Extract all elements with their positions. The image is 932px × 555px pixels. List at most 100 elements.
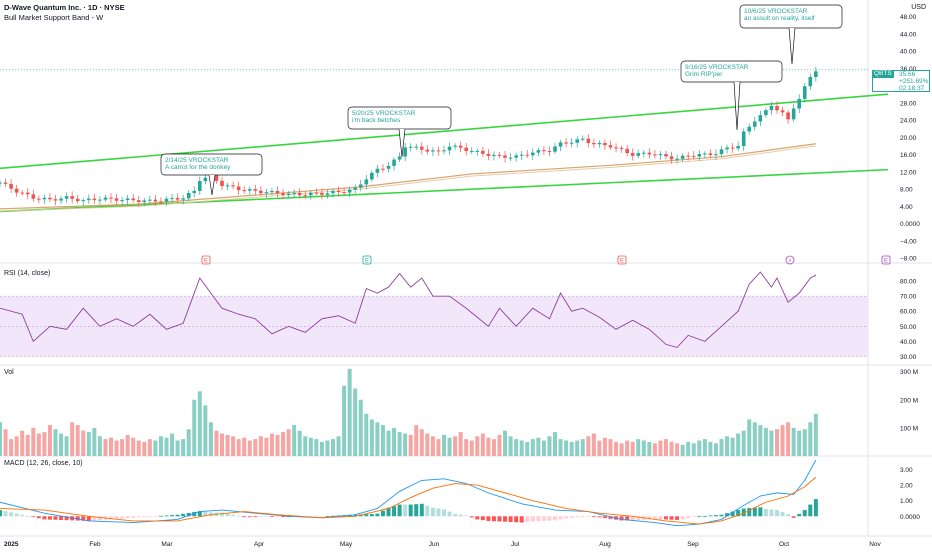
macd-histogram-bar	[802, 510, 807, 517]
macd-histogram-bar	[14, 513, 19, 517]
candle-body	[231, 185, 235, 187]
volume-bar	[758, 425, 763, 456]
macd-histogram-bar	[453, 513, 458, 517]
volume-bar	[486, 437, 491, 456]
volume-bar	[164, 437, 169, 456]
time-axis-label: Jun	[429, 541, 440, 548]
macd-histogram-bar	[430, 507, 435, 517]
macd-histogram-bar	[314, 516, 319, 518]
macd-pane-title[interactable]: MACD (12, 26, close, 10)	[4, 460, 83, 467]
rsi-pane-title[interactable]: RSI (14, close)	[4, 270, 51, 277]
macd-histogram-bar	[231, 514, 236, 517]
macd-histogram-bar	[236, 515, 241, 517]
macd-histogram-bar	[92, 516, 97, 521]
macd-histogram-bar	[469, 516, 474, 518]
candle-body	[697, 154, 702, 157]
macd-histogram-bar	[547, 516, 552, 521]
volume-bar	[708, 441, 713, 456]
macd-histogram-bar	[747, 508, 752, 517]
symbol-title[interactable]: D-Wave Quantum Inc. · 1D · NYSE	[4, 3, 125, 12]
candle-body	[492, 154, 496, 156]
volume-bar	[75, 425, 80, 456]
volume-bar	[747, 419, 752, 456]
candle-body	[220, 180, 224, 187]
candle-body	[336, 190, 341, 193]
volume-bar	[436, 439, 441, 456]
macd-histogram-bar	[503, 516, 508, 522]
volume-bar	[292, 425, 297, 456]
volume-bar	[120, 439, 125, 456]
volume-bar	[386, 430, 391, 456]
macd-histogram-bar	[220, 512, 224, 517]
annotation-date: 5/20/25 VROCKSTAR	[352, 110, 416, 117]
volume-bar	[786, 422, 791, 456]
candle-body	[675, 158, 679, 160]
volume-bar	[575, 440, 580, 456]
macd-histogram-bar	[175, 514, 180, 517]
candle-body	[669, 156, 674, 160]
macd-histogram-bar	[569, 516, 574, 518]
candle-body	[580, 138, 585, 140]
macd-histogram-bar	[686, 516, 691, 519]
volume-bar	[541, 440, 546, 456]
macd-histogram-bar	[652, 516, 657, 520]
candle-body	[431, 150, 435, 152]
macd-histogram-bar	[386, 507, 391, 517]
volume-bar	[225, 434, 230, 456]
volume-bar	[47, 425, 52, 456]
macd-histogram-bar	[319, 516, 324, 518]
candle-body	[214, 174, 219, 181]
volume-bar	[0, 422, 2, 456]
volume-bar	[192, 399, 197, 456]
volume-bar	[691, 443, 696, 456]
volume-bar	[364, 413, 369, 456]
signal-line	[0, 476, 817, 525]
macd-histogram-bar	[186, 512, 191, 517]
candle-body	[664, 154, 668, 157]
rsi-tick-label: 40.00	[900, 339, 917, 346]
macd-histogram-bar	[691, 516, 696, 518]
candle-body	[686, 155, 690, 157]
macd-histogram-bar	[725, 513, 730, 517]
macd-histogram-bar	[586, 516, 591, 518]
rsi-tick-label: 60.00	[900, 309, 917, 316]
candle-body	[769, 105, 774, 111]
candle-body	[198, 181, 202, 191]
candle-body	[225, 185, 230, 187]
price-tick-label: 8.00	[900, 187, 913, 194]
macd-histogram-bar	[397, 504, 402, 517]
candle-body	[802, 86, 807, 99]
candle-body	[0, 182, 2, 184]
candle-body	[525, 154, 530, 156]
volume-bar	[281, 432, 286, 456]
candle-body	[259, 190, 263, 194]
macd-histogram-bar	[325, 516, 330, 517]
candle-body	[109, 197, 113, 199]
indicator-title[interactable]: Bull Market Support Band - W	[4, 13, 104, 22]
volume-bar	[741, 430, 746, 456]
volume-bar	[763, 427, 768, 456]
candle-body	[808, 76, 813, 87]
price-tag-value: 35.66	[899, 71, 916, 78]
volume-bar	[25, 434, 30, 456]
macd-line	[0, 459, 817, 527]
candle-body	[392, 159, 396, 166]
macd-histogram-bar	[197, 511, 202, 517]
candle-body	[3, 182, 8, 184]
macd-histogram-bar	[736, 510, 741, 517]
volume-pane-title[interactable]: Vol	[4, 369, 14, 376]
candle-body	[814, 71, 818, 77]
volume-bar	[125, 434, 130, 456]
bull-band-lower	[0, 145, 816, 212]
volume-bar	[491, 439, 496, 456]
macd-histogram-bar	[636, 516, 641, 521]
candle-body	[325, 193, 330, 195]
macd-histogram-bar	[591, 516, 596, 518]
currency-label: USD	[911, 4, 926, 11]
volume-bar	[369, 419, 374, 456]
candle-body	[87, 198, 91, 201]
macd-histogram-bar	[403, 504, 408, 517]
volume-bar	[475, 436, 480, 456]
macd-histogram-bar	[791, 516, 796, 518]
